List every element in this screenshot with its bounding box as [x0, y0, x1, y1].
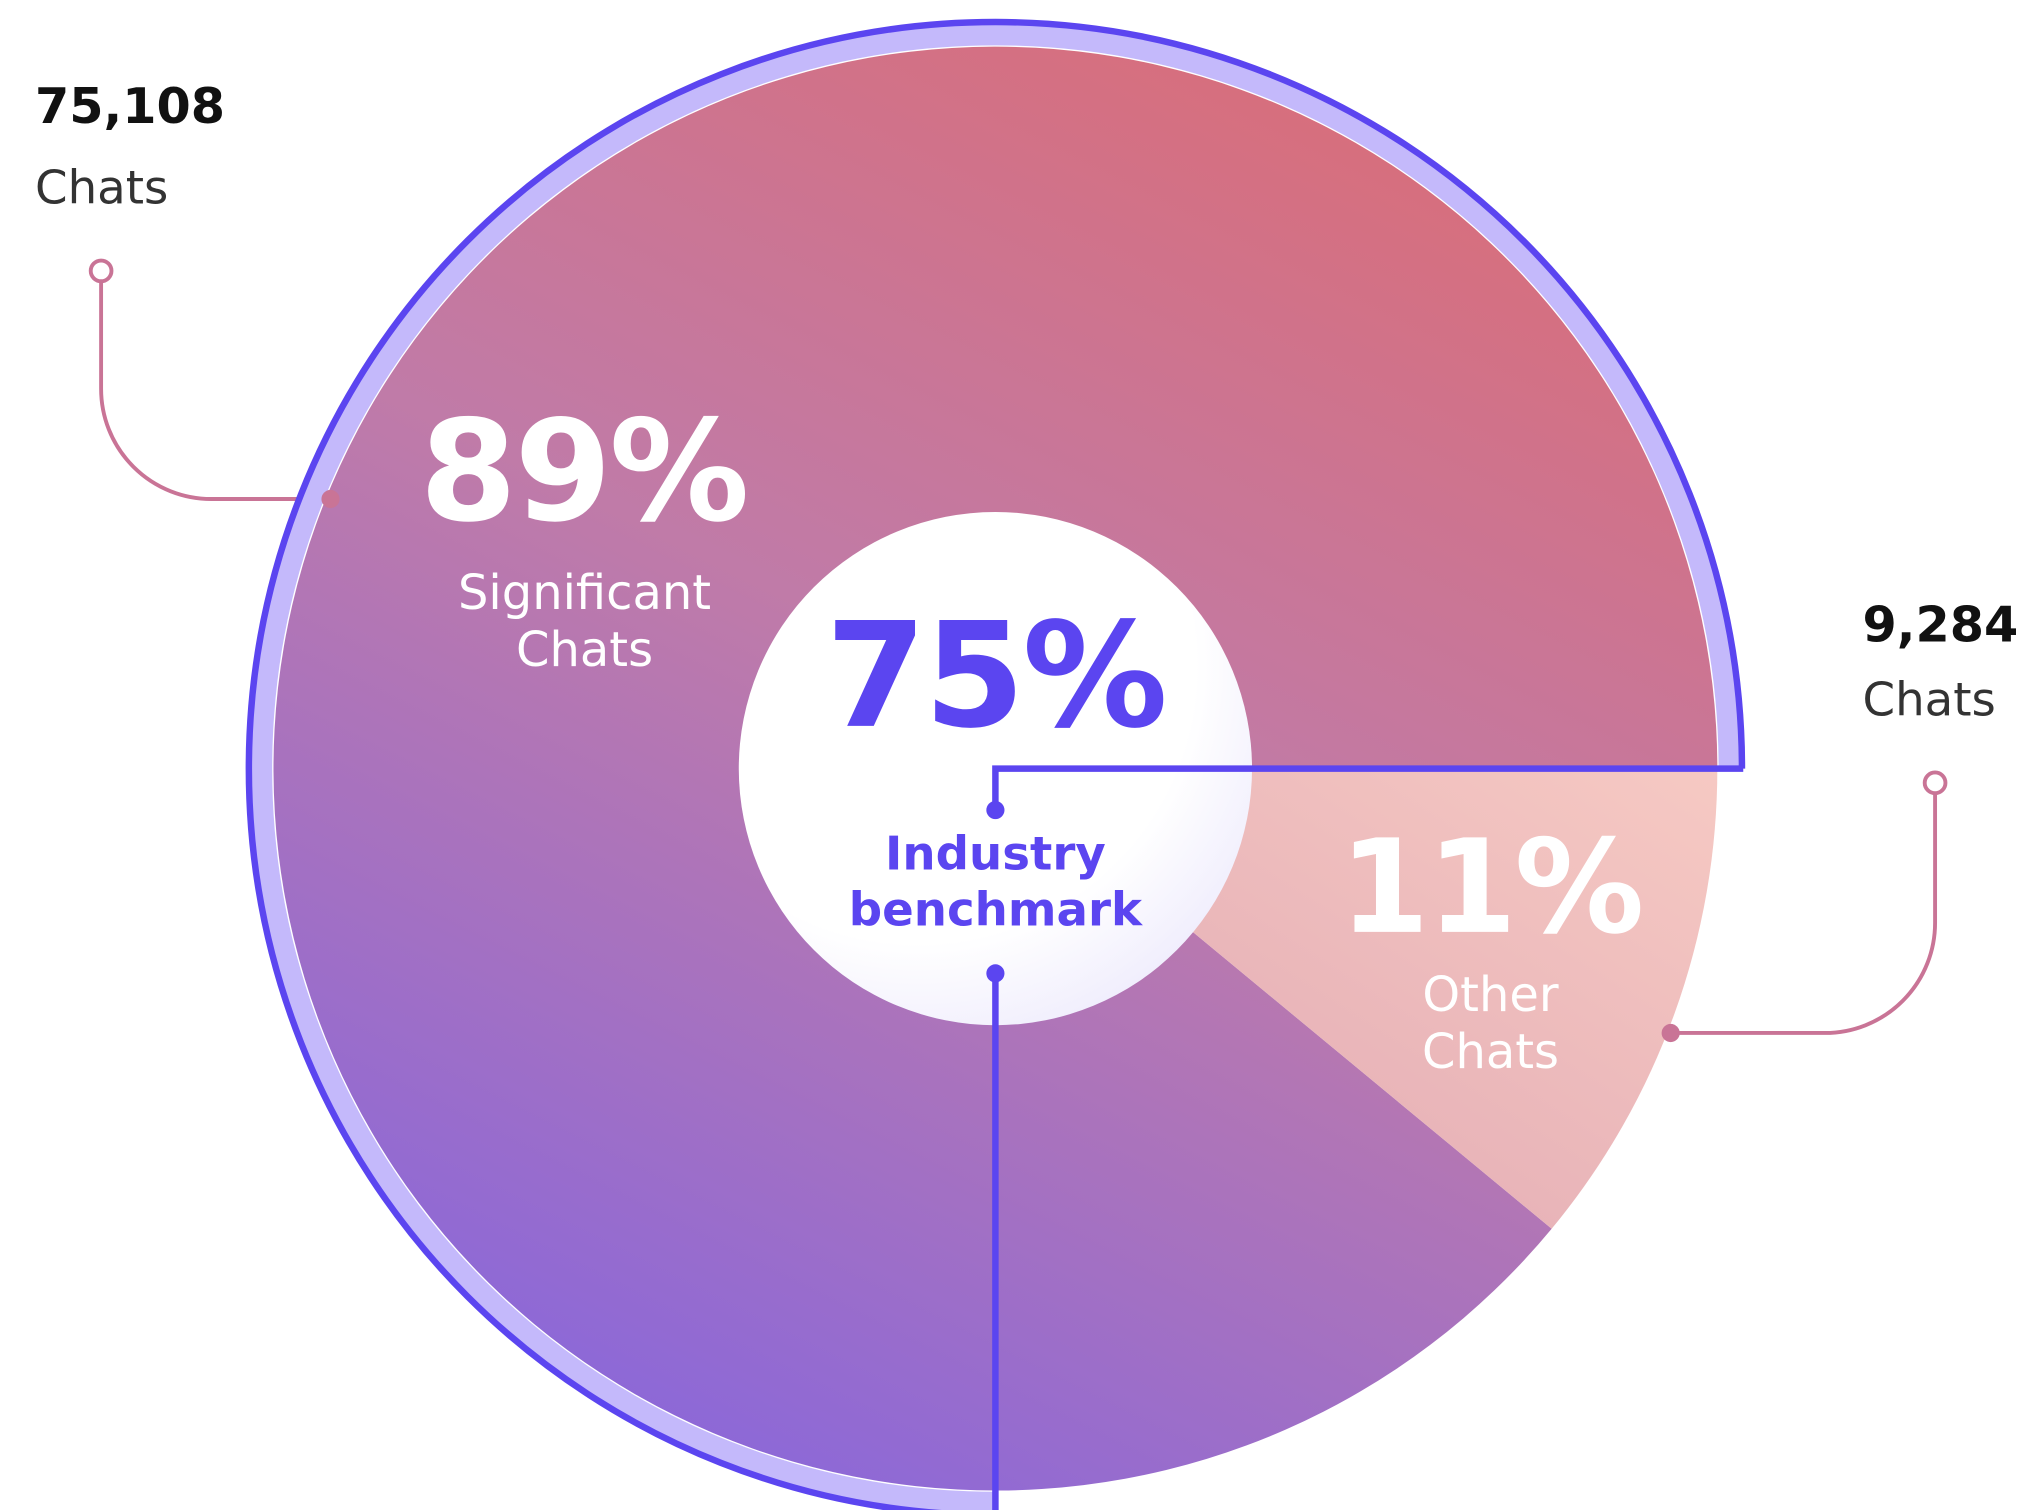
connector-dot — [1661, 1023, 1680, 1043]
category-label: Significant Chats — [457, 565, 712, 679]
count-unit: Chats — [34, 162, 169, 216]
count-label: 75,108 — [34, 77, 226, 135]
benchmark-start — [992, 765, 1744, 811]
benchmark-band — [251, 24, 1740, 1510]
connector-left — [99, 282, 331, 501]
connector-dot — [321, 489, 340, 509]
connector-end — [1922, 770, 1948, 796]
benchmark-dot — [986, 964, 1005, 983]
value-label: 89% — [419, 391, 750, 554]
count-label: 9,284 — [1862, 596, 2019, 654]
benchmark-value: 75% — [825, 592, 1168, 761]
count-unit: Chats — [1862, 673, 1996, 728]
benchmark-arc — [245, 18, 1746, 1510]
value-label: 11% — [1339, 811, 1644, 964]
connectors — [88, 258, 1948, 1035]
category-label: Other Chats — [1421, 966, 1560, 1081]
benchmark-label: Industry benchmark — [848, 828, 1143, 938]
connector-end — [88, 258, 114, 284]
connector-right — [1670, 794, 1938, 1035]
marks — [245, 18, 1746, 1510]
benchmark-dot — [986, 800, 1005, 820]
